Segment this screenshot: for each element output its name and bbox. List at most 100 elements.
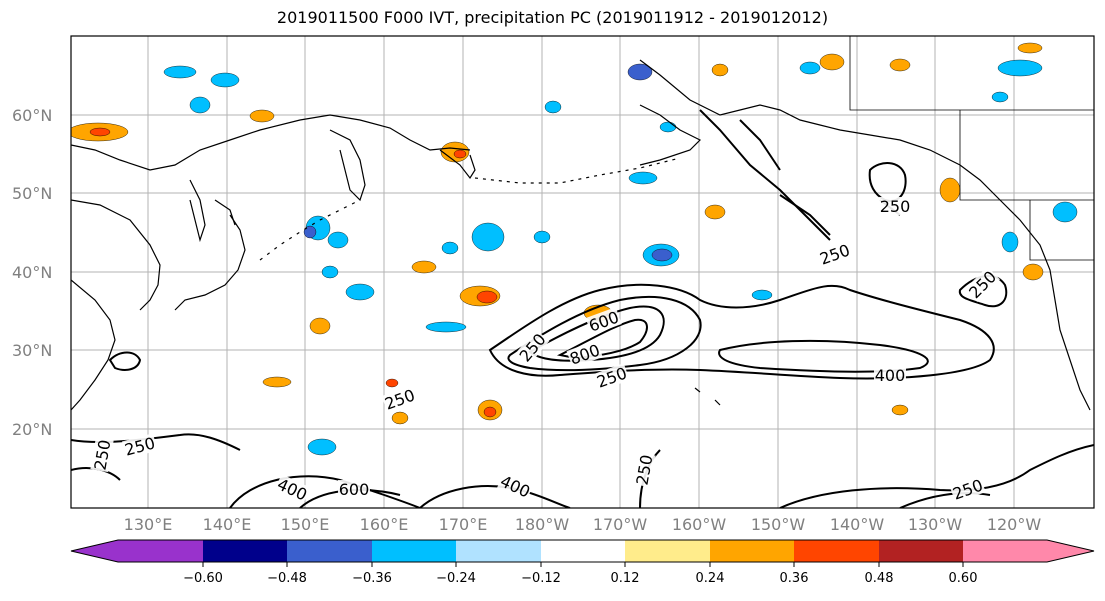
precip-blob [309,317,331,335]
precip-blob [262,376,292,388]
precip-blob [659,121,677,133]
colorbar-segment [456,540,541,562]
precip-blob [627,63,653,81]
lat-label-20n: 20°N [12,420,53,439]
colorbar-segment [879,540,963,562]
precip-blob [651,248,673,262]
contour-label: 600 [338,480,370,499]
contour-label: 400 [874,366,906,385]
graticule-grid [71,36,1094,508]
colorbar-segment [625,540,710,562]
colorbar-extend-low [71,540,118,562]
precip-blob [891,404,909,416]
contour-label: 250 [121,433,158,460]
lat-label-30n: 30°N [12,341,53,360]
lon-label-160w: 160°W [671,515,727,534]
contour-label: 400 [274,474,311,505]
lon-label-130w: 130°W [907,515,963,534]
lat-label-50n: 50°N [12,184,53,203]
precip-blob [1001,231,1019,253]
precip-blob [249,109,275,123]
map-title: 2019011500 F000 IVT, precipitation PC (2… [276,8,829,27]
contour-label-text: 250 [950,475,985,503]
contour-label: 250 [381,385,418,414]
colorbar-tick: 0.12 [610,571,640,586]
precip-blob [471,222,505,252]
contour-label: 250 [593,363,630,392]
lon-label-120w: 120°W [986,515,1042,534]
precip-blob [997,59,1043,77]
precip-blob [544,100,562,114]
precip-blob [210,72,240,88]
colorbar-segment [287,540,372,562]
precip-blob [307,438,337,456]
contour-label-text: 250 [516,330,550,366]
lon-label-160e: 160°E [359,515,409,534]
precip-blob [163,65,197,79]
precip-blob [889,58,911,72]
colorbar-segment [372,540,456,562]
colorbar-tick: 0.60 [948,571,978,586]
colorbar [70,539,1095,567]
precip-blob [345,283,375,301]
contour-label: 250 [879,197,911,216]
colorbar-segment [963,540,1047,562]
precip-blob [327,231,349,249]
colorbar-tick: −0.24 [436,571,476,586]
colorbar-outline [70,539,1095,563]
contour-label-text: 250 [90,438,114,471]
lon-label-170w: 170°W [592,515,648,534]
colorbar-segment [203,540,287,562]
precip-blob [425,321,467,333]
contour-label-text: 250 [123,433,157,459]
colorbar-tick: −0.60 [183,571,223,586]
lon-label-140e: 140°E [202,515,252,534]
precip-blob [751,289,773,301]
precip-blob [819,53,845,71]
contour-label: 250 [816,240,853,269]
precip-blob [391,411,409,425]
colorbar-extend-high [1047,540,1094,562]
colorbar-tick: 0.36 [779,571,809,586]
precip-blob [991,91,1009,103]
precip-blob [799,61,821,75]
contour-label-text: 600 [339,480,370,499]
precip-blob [321,265,339,279]
lon-label-130e: 130°E [123,515,173,534]
contour-label: 250 [632,452,657,488]
lon-label-140w: 140°W [829,515,885,534]
colorbar-tick: 0.24 [695,571,725,586]
coastlines [71,36,1094,411]
precip-blob [476,290,498,304]
contour-label-text: 250 [382,385,417,413]
precip-blob [385,378,399,388]
precip-blob [453,149,467,159]
ivt-contours [71,109,1094,508]
contour-label-text: 250 [880,197,911,216]
contour-label: 250 [515,329,550,366]
contour-label-text: 800 [567,340,602,368]
colorbar-tick: 0.48 [864,571,894,586]
precip-blob [89,127,111,137]
precip-blob [411,260,437,274]
colorbar-tick: −0.12 [521,571,561,586]
precip-blob [483,406,497,418]
precip-blob [441,241,459,255]
precip-blob [189,96,211,114]
precip-blob [711,63,729,77]
colorbar-tick: −0.48 [267,571,307,586]
contour-label-text: 250 [594,363,629,391]
precip-blob [628,171,658,185]
precipitation-shading [71,42,1078,456]
contour-label: 250 [90,437,115,473]
contour-label: 800 [566,340,603,369]
precip-blob [1017,42,1043,54]
map-frame [70,35,1095,509]
contour-label-text: 400 [875,366,906,385]
colorbar-segment [118,540,203,562]
contour-label: 400 [497,471,534,502]
lat-label-40n: 40°N [12,263,53,282]
precip-blob [1022,263,1044,281]
